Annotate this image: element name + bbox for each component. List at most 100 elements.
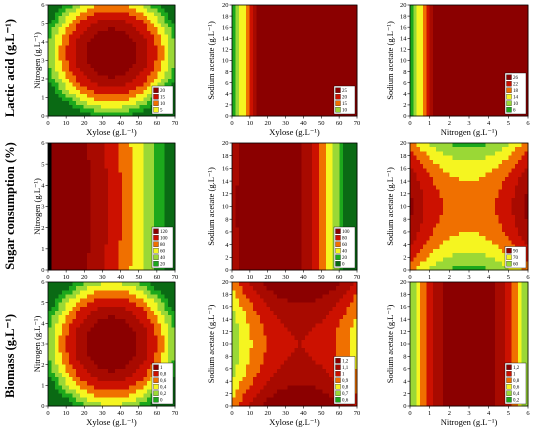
contour-cell xyxy=(143,164,148,169)
contour-cell xyxy=(118,198,123,203)
contour-cell xyxy=(48,265,52,271)
contour-cell xyxy=(139,253,144,258)
row-labels: Lactic acid (g.L⁻¹) Sugar consumption (%… xyxy=(3,19,17,398)
contour-cell xyxy=(100,104,105,109)
contour-cell xyxy=(48,104,52,109)
contour-cell xyxy=(294,60,299,65)
contour-cell xyxy=(329,97,334,102)
contour-cell xyxy=(55,143,59,148)
contour-cell xyxy=(294,56,299,61)
contour-cell xyxy=(90,172,95,178)
contour-cell xyxy=(508,64,513,69)
contour-cell xyxy=(469,27,473,32)
contour-cell xyxy=(69,30,74,35)
contour-cell xyxy=(280,257,285,262)
contour-cell xyxy=(72,236,77,241)
contour-cell xyxy=(164,164,169,169)
contour-cell xyxy=(416,90,421,95)
contour-cell xyxy=(249,64,254,69)
contour-cell xyxy=(297,45,302,50)
contour-cell xyxy=(505,27,509,32)
contour-cell xyxy=(111,38,116,43)
contour-cell xyxy=(83,240,88,245)
contour-cell xyxy=(86,168,91,174)
contour-cell xyxy=(90,67,95,72)
contour-cell xyxy=(416,56,421,61)
contour-cell xyxy=(419,53,424,58)
contour-cell xyxy=(139,159,144,165)
y-tick-label: 8 xyxy=(225,69,228,76)
contour-cell xyxy=(249,189,254,195)
contour-cell xyxy=(273,67,278,72)
contour-cell xyxy=(423,30,427,35)
contour-cell xyxy=(521,42,526,47)
contour-cell xyxy=(122,71,127,76)
contour-cell xyxy=(256,244,261,250)
contour-cell xyxy=(252,75,257,80)
contour-cell xyxy=(132,45,137,50)
contour-cell xyxy=(256,181,261,186)
contour-cell xyxy=(485,67,490,72)
contour-cell xyxy=(485,60,490,65)
contour-cell xyxy=(129,93,134,98)
contour-cell xyxy=(153,206,158,212)
contour-cell xyxy=(132,79,137,84)
contour-cell xyxy=(508,16,513,21)
contour-cell xyxy=(242,227,247,233)
contour-cell xyxy=(107,27,112,32)
x-tick-label: 0 xyxy=(46,274,49,281)
contour-cell xyxy=(485,27,490,32)
contour-cell xyxy=(76,79,81,84)
contour-cell xyxy=(505,23,509,28)
contour-cell xyxy=(329,45,334,50)
contour-cell xyxy=(83,42,88,47)
x-tick-label: 3 xyxy=(467,120,470,127)
contour-cell xyxy=(308,75,313,80)
contour-cell xyxy=(514,60,519,65)
contour-cell xyxy=(449,64,454,69)
contour-cell xyxy=(139,181,144,186)
contour-cell xyxy=(107,236,112,241)
contour-cell xyxy=(301,112,306,117)
contour-cell xyxy=(413,90,417,95)
contour-cell xyxy=(478,79,483,84)
contour-cell xyxy=(266,206,271,212)
contour-cell xyxy=(291,38,295,43)
contour-cell xyxy=(249,223,254,229)
contour-cell xyxy=(416,45,421,50)
contour-cell xyxy=(139,223,144,229)
contour-cell xyxy=(475,112,480,117)
contour-cell xyxy=(235,23,240,28)
x-tick-label: 20 xyxy=(264,120,271,127)
contour-cell xyxy=(51,261,56,267)
contour-cell xyxy=(455,93,460,98)
contour-cell xyxy=(311,34,316,39)
contour-cell xyxy=(442,38,447,43)
contour-cell xyxy=(143,30,148,35)
contour-cell xyxy=(235,181,240,186)
contour-cell xyxy=(235,189,240,195)
contour-cell xyxy=(423,90,427,95)
contour-cell xyxy=(83,164,88,169)
contour-cell xyxy=(498,8,503,13)
contour-cell xyxy=(238,16,243,21)
contour-cell xyxy=(115,27,119,32)
contour-cell xyxy=(51,257,56,262)
contour-cell xyxy=(304,23,309,28)
contour-cell xyxy=(475,34,480,39)
contour-cell xyxy=(55,248,59,254)
contour-cell xyxy=(498,5,503,10)
contour-cell xyxy=(171,108,176,113)
contour-cell xyxy=(143,168,148,174)
contour-cell xyxy=(465,101,470,106)
contour-cell xyxy=(232,30,236,35)
contour-cell xyxy=(252,214,257,220)
contour-cell xyxy=(118,181,123,186)
contour-cell xyxy=(315,71,320,76)
contour-cell xyxy=(100,12,105,17)
contour-cell xyxy=(249,108,254,113)
contour-cell xyxy=(343,67,347,72)
contour-cell xyxy=(104,261,109,267)
contour-cell xyxy=(245,231,250,237)
contour-cell xyxy=(139,185,144,190)
